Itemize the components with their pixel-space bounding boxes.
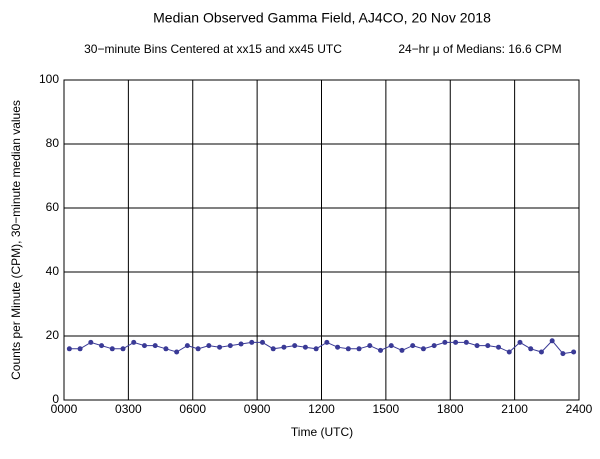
data-point xyxy=(88,339,94,345)
data-point xyxy=(506,349,512,355)
data-point xyxy=(184,343,190,349)
y-tick-label: 80 xyxy=(46,136,60,150)
data-point xyxy=(120,346,126,352)
x-tick-label: 1200 xyxy=(308,402,335,416)
data-point xyxy=(474,343,480,349)
chart-subtitle: 30−minute Bins Centered at xx15 and xx45… xyxy=(84,42,342,56)
data-point xyxy=(528,346,534,352)
annotation: 24−hr μ of Medians: 16.6 CPM xyxy=(398,42,561,56)
x-tick-label: 0900 xyxy=(244,402,271,416)
data-point xyxy=(399,347,405,353)
data-point xyxy=(571,349,577,355)
data-point xyxy=(453,339,459,345)
data-point xyxy=(345,346,351,352)
data-point xyxy=(249,339,255,345)
data-point xyxy=(131,339,137,345)
data-point xyxy=(485,343,491,349)
data-point xyxy=(560,351,566,357)
data-point xyxy=(335,344,341,350)
y-tick-label: 20 xyxy=(46,328,60,342)
data-point xyxy=(431,343,437,349)
data-point xyxy=(270,346,276,352)
data-point xyxy=(538,349,544,355)
data-point xyxy=(99,343,105,349)
data-point xyxy=(217,344,223,350)
data-point xyxy=(313,346,319,352)
data-point xyxy=(324,339,330,345)
x-tick-label: 2100 xyxy=(501,402,528,416)
data-point xyxy=(109,346,115,352)
x-tick-label: 1500 xyxy=(373,402,400,416)
data-point xyxy=(463,339,469,345)
data-point xyxy=(517,339,523,345)
x-tick-label: 2400 xyxy=(566,402,593,416)
y-tick-label: 60 xyxy=(46,200,60,214)
data-point xyxy=(163,346,169,352)
chart-title: Median Observed Gamma Field, AJ4CO, 20 N… xyxy=(153,10,491,26)
data-point xyxy=(356,346,362,352)
data-point xyxy=(141,343,147,349)
data-point xyxy=(77,346,83,352)
data-point xyxy=(420,346,426,352)
data-point xyxy=(259,339,265,345)
data-point xyxy=(367,343,373,349)
data-point xyxy=(281,344,287,350)
data-point xyxy=(410,343,416,349)
data-point xyxy=(496,344,502,350)
x-tick-label: 0300 xyxy=(115,402,142,416)
data-point xyxy=(227,343,233,349)
data-point xyxy=(442,339,448,345)
y-tick-label: 0 xyxy=(52,392,59,406)
data-point xyxy=(195,346,201,352)
data-point xyxy=(378,347,384,353)
y-tick-label: 100 xyxy=(39,72,59,86)
x-axis-label: Time (UTC) xyxy=(291,425,353,439)
x-tick-label: 0000 xyxy=(51,402,78,416)
x-tick-label: 1800 xyxy=(437,402,464,416)
data-point xyxy=(302,344,308,350)
data-point xyxy=(549,338,555,344)
data-point xyxy=(152,343,158,349)
data-point xyxy=(206,343,212,349)
data-point xyxy=(66,346,72,352)
y-axis-label: Counts per Minute (CPM), 30−minute media… xyxy=(9,100,23,380)
data-point xyxy=(388,343,394,349)
y-tick-label: 40 xyxy=(46,264,60,278)
data-point xyxy=(174,349,180,355)
data-point xyxy=(292,343,298,349)
x-tick-label: 0600 xyxy=(179,402,206,416)
data-point xyxy=(238,341,244,347)
